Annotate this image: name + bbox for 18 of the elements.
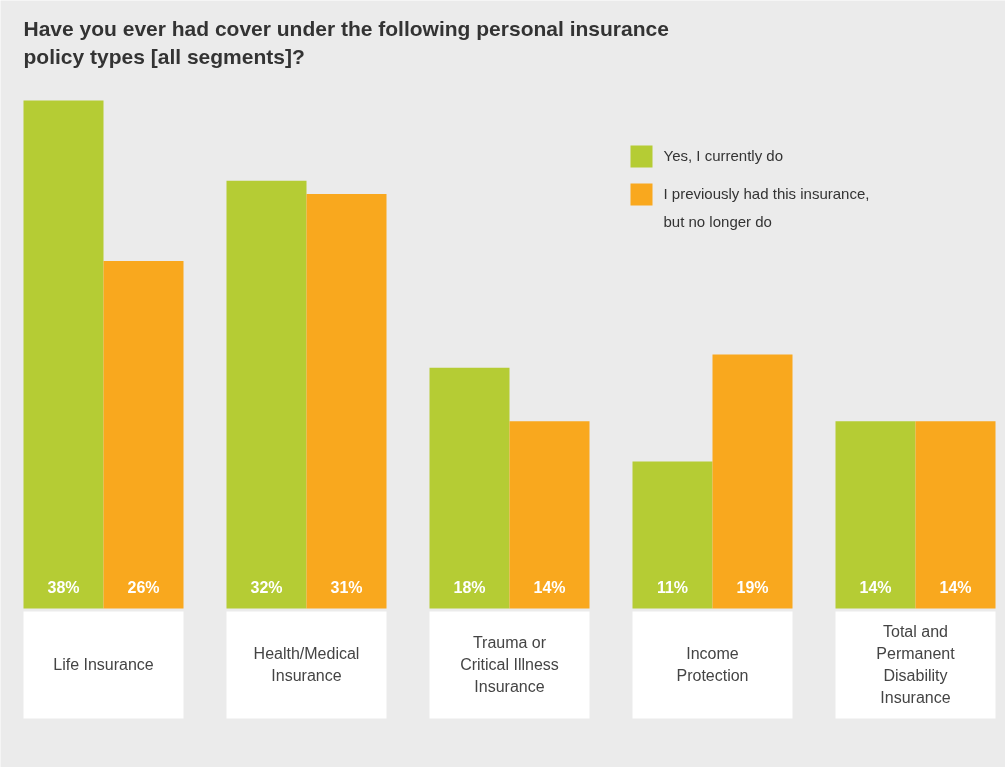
legend-label: I previously had this insurance, but no longer do [663, 184, 870, 231]
data-label: 31% [330, 579, 363, 596]
data-label: 32% [250, 579, 283, 596]
x-tick-label: Trauma or Critical Illness Insurance [460, 633, 559, 696]
data-label: 38% [47, 579, 80, 596]
data-label: 14% [939, 579, 972, 596]
data-label: 19% [736, 579, 769, 596]
x-tick-label: Total and Permanent Disability Insurance [876, 622, 956, 707]
data-label: 11% [656, 579, 689, 596]
x-tick-label: Income Protection [676, 644, 749, 685]
x-tick-label: Health/Medical Insurance [253, 644, 360, 685]
data-label: 14% [859, 579, 892, 596]
data-label: 26% [127, 579, 160, 596]
data-label: 18% [453, 579, 486, 596]
data-label: 14% [533, 579, 566, 596]
legend-label: Yes, I currently do [663, 146, 784, 164]
x-tick-label: Life Insurance [53, 656, 154, 673]
chart-title: Have you ever had cover under the following personal insurance policy types [all segments]? [23, 16, 669, 69]
